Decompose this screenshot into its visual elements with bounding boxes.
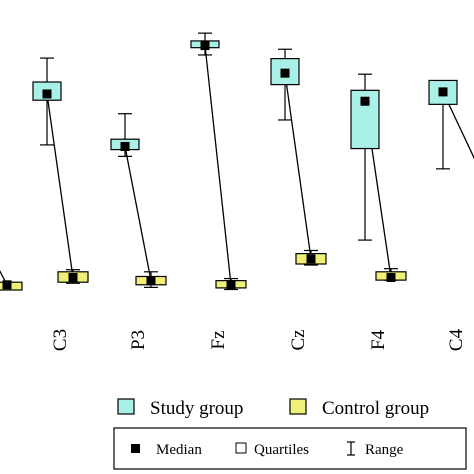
- legend-label-median: Median: [156, 442, 202, 458]
- study-median-marker: [280, 68, 290, 78]
- x-tick-label: C4: [446, 328, 467, 351]
- range-marker-icon: [347, 441, 355, 456]
- legend: Study group Control group Median Quartil…: [113, 398, 467, 470]
- legend-label-quartiles: Quartiles: [254, 442, 309, 458]
- control-median-marker: [306, 254, 316, 264]
- legend-label-control-group: Control group: [322, 398, 429, 419]
- x-tick-label: C3: [50, 329, 71, 351]
- study-median-marker: [120, 141, 130, 151]
- legend-swatch-control-group: [289, 398, 307, 415]
- control-median-marker: [386, 273, 396, 283]
- control-median-marker: [226, 280, 236, 290]
- quartiles-marker-icon: [235, 442, 247, 454]
- x-tick-label: F4: [368, 329, 389, 350]
- legend-swatch-study-group: [117, 398, 135, 415]
- x-tick-label: Cz: [288, 329, 309, 350]
- study-median-marker: [360, 96, 370, 106]
- median-marker-icon: [131, 444, 140, 453]
- x-tick-label: P3: [0, 330, 5, 350]
- median-connector-line: [124, 146, 152, 281]
- median-connector-line: [284, 73, 312, 259]
- x-tick-label: P3: [128, 330, 149, 350]
- control-median-marker: [68, 273, 78, 283]
- marker-legend-frame: [113, 427, 467, 470]
- study-median-marker: [200, 41, 210, 51]
- x-tick-label: Fz: [208, 331, 229, 350]
- median-connector-line: [204, 45, 232, 285]
- legend-label-study-group: Study group: [150, 398, 243, 419]
- median-connector-line: [0, 269, 8, 286]
- plot-area: [0, 32, 474, 291]
- median-connector-line: [46, 93, 74, 278]
- study-median-marker: [438, 87, 448, 97]
- legend-label-range: Range: [365, 442, 404, 458]
- study-median-marker: [42, 89, 52, 99]
- control-median-marker: [2, 280, 12, 290]
- control-median-marker: [146, 276, 156, 286]
- x-tick-labels: P3 C3 P3 Fz Cz F4 C4: [0, 328, 467, 351]
